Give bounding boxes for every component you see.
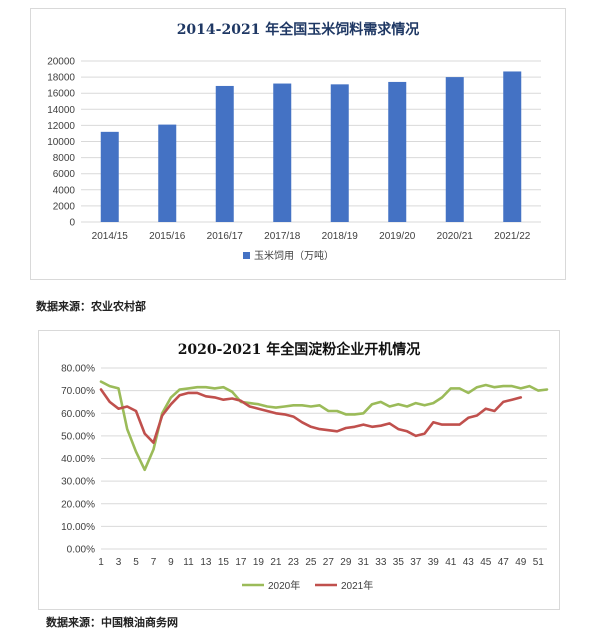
y-tick-label: 2000 — [53, 201, 76, 212]
x-tick-label: 39 — [428, 557, 440, 568]
x-tick-label: 43 — [463, 557, 475, 568]
x-tick-label: 17 — [235, 557, 247, 568]
bar — [388, 81, 407, 223]
y-tick-label: 14000 — [47, 105, 75, 116]
y-tick-label: 16000 — [47, 89, 75, 100]
x-tick-label: 19 — [253, 557, 265, 568]
x-tick-label: 9 — [168, 557, 174, 568]
x-tick-label: 2018/19 — [322, 231, 359, 242]
x-tick-label: 1 — [98, 557, 104, 568]
x-tick-label: 3 — [116, 557, 122, 568]
x-tick-label: 47 — [498, 557, 510, 568]
x-tick-label: 2014/15 — [92, 231, 129, 242]
x-tick-label: 25 — [305, 557, 317, 568]
y-tick-label: 8000 — [53, 153, 76, 164]
x-tick-label: 2015/16 — [149, 231, 186, 242]
y-tick-label: 18000 — [47, 73, 75, 84]
y-tick-label: 4000 — [53, 185, 76, 196]
x-tick-label: 15 — [218, 557, 230, 568]
y-tick-label: 80.00% — [61, 364, 95, 375]
bar-chart: 0 2000 4000 6000 8000 10000 12000 14000 16000 180… — [47, 57, 541, 262]
chart-title: 2014-2021 年全国玉米饲料需求情况 — [176, 22, 420, 38]
x-tick-label: 2016/17 — [207, 231, 244, 242]
chart-title: 2020-2021 年全国淀粉企业开机情况 — [177, 342, 421, 358]
series-line — [99, 388, 523, 444]
x-tick-label: 11 — [183, 557, 194, 568]
x-tick-label: 13 — [200, 557, 212, 568]
y-tick-label: 6000 — [53, 169, 76, 180]
x-tick-label: 2020/21 — [437, 231, 474, 242]
x-tick-label: 31 — [358, 557, 370, 568]
x-tick-label: 29 — [340, 557, 352, 568]
x-tick-label: 2017/18 — [264, 231, 301, 242]
bar — [273, 83, 292, 222]
x-tick-label: 7 — [151, 557, 157, 568]
bar — [100, 131, 119, 222]
data-source-note: 数据来源：农业农村部 — [36, 300, 146, 313]
x-tick-label: 35 — [393, 557, 405, 568]
x-tick-label: 2021/22 — [494, 231, 531, 242]
x-tick-label: 2019/20 — [379, 231, 416, 242]
x-tick-label: 37 — [410, 557, 422, 568]
x-tick-label: 41 — [445, 557, 457, 568]
feed-demand-chart-panel: 2014-2021 年全国玉米饲料需求情况 0 2000 4000 6000 8000 1… — [30, 8, 566, 280]
legend-label: 玉米饲用（万吨） — [254, 249, 334, 262]
y-tick-label: 0.00% — [67, 545, 95, 556]
bar — [503, 71, 522, 222]
x-tick-label: 49 — [515, 557, 527, 568]
y-tick-label: 20.00% — [61, 499, 95, 510]
bar — [330, 84, 349, 222]
y-tick-label: 50.00% — [61, 431, 95, 442]
x-tick-label: 51 — [533, 557, 545, 568]
y-tick-label: 10000 — [47, 137, 75, 148]
series-line — [99, 380, 549, 472]
y-tick-label: 0 — [69, 218, 75, 229]
line-chart: 0.00% 10.00% 20.00% 30.00% 40.00% 50.00% 60.00… — [61, 364, 549, 592]
starch-operating-rate-chart-panel: 2020-2021 年全国淀粉企业开机情况 0.00% 10.00% 20.00% 3… — [38, 330, 560, 610]
y-tick-label: 30.00% — [61, 477, 95, 488]
x-tick-label: 27 — [323, 557, 335, 568]
y-tick-label: 70.00% — [61, 386, 95, 397]
legend-swatch — [243, 252, 250, 259]
bar — [445, 77, 464, 222]
x-tick-label: 23 — [288, 557, 300, 568]
x-tick-label: 33 — [375, 557, 387, 568]
data-source-note: 数据来源：中国粮油商务网 — [46, 616, 178, 629]
legend-label: 2020年 — [268, 579, 300, 592]
y-tick-label: 20000 — [47, 57, 75, 68]
y-tick-label: 60.00% — [61, 409, 95, 420]
y-tick-label: 12000 — [47, 121, 75, 132]
legend-label: 2021年 — [341, 579, 373, 592]
bar — [215, 85, 234, 222]
x-tick-label: 45 — [480, 557, 492, 568]
x-tick-label: 5 — [133, 557, 139, 568]
bar — [158, 124, 177, 222]
y-tick-label: 40.00% — [61, 454, 95, 465]
x-tick-label: 21 — [270, 557, 282, 568]
y-tick-label: 10.00% — [61, 522, 95, 533]
